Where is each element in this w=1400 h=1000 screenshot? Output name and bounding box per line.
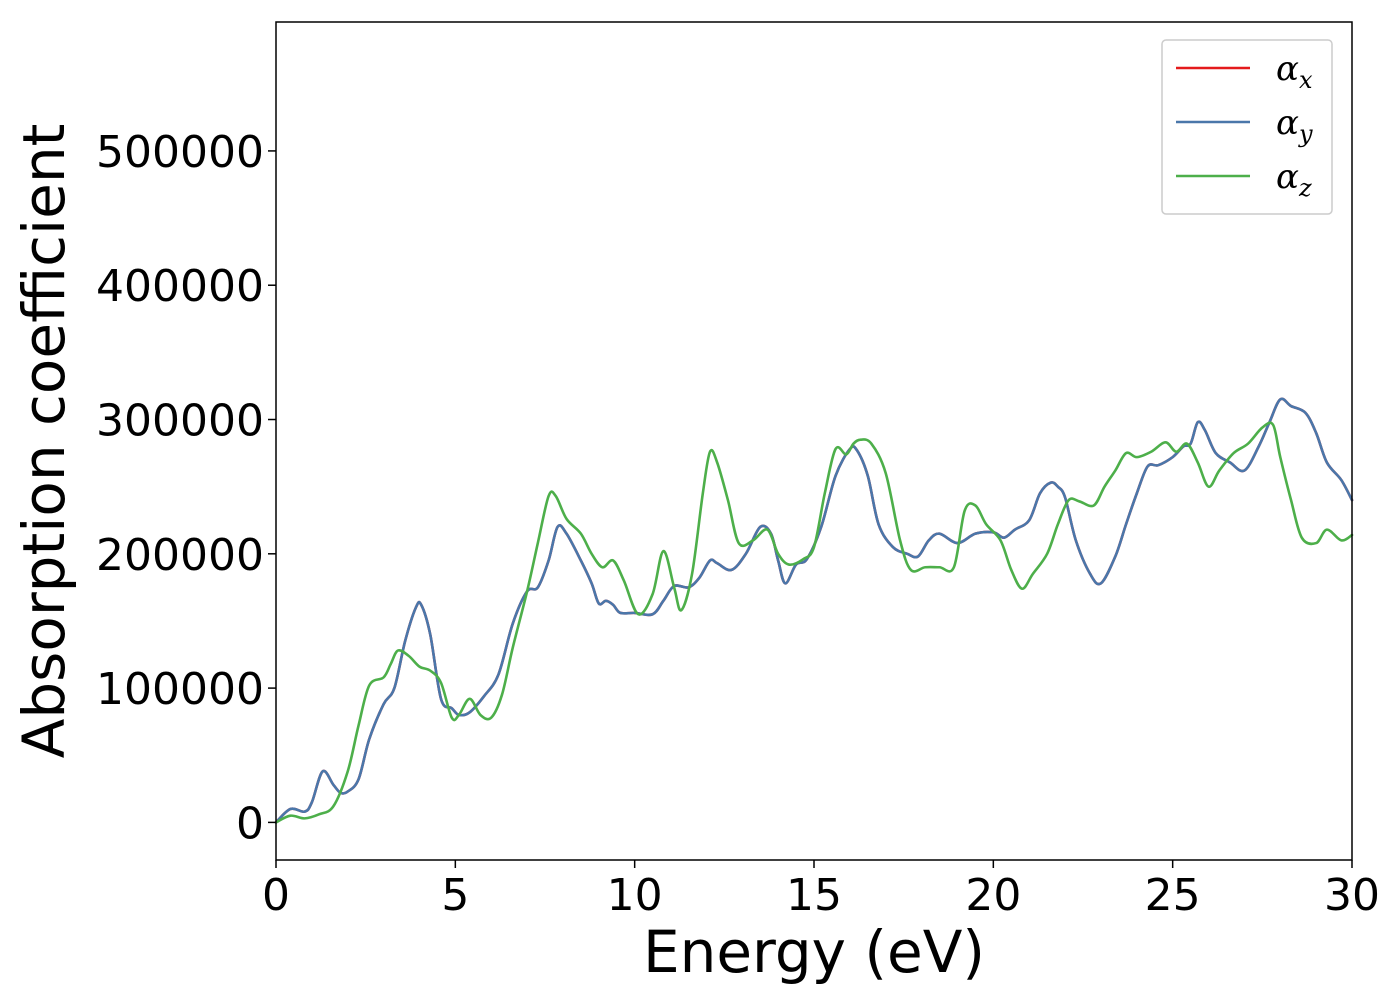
series-layer (274, 397, 1354, 824)
legend-label-x: αx (1276, 49, 1313, 94)
y-tick-label: 300000 (96, 396, 264, 447)
x-axis-label: Energy (eV) (643, 918, 985, 986)
x-tick-label: 20 (965, 870, 1021, 921)
x-tick-label: 25 (1145, 870, 1201, 921)
series-line-y (274, 397, 1354, 824)
y-axis: 0 100000 200000 300000 400000 500000 (96, 127, 276, 849)
legend-box (1161, 39, 1333, 215)
legend-label-y: αy (1276, 103, 1313, 148)
x-axis: 0 5 10 15 20 25 30 (262, 860, 1380, 921)
x-tick-label: 30 (1324, 870, 1380, 921)
x-tick-label: 0 (262, 870, 290, 921)
y-tick-label: 500000 (96, 127, 264, 178)
x-tick-label: 15 (786, 870, 842, 921)
y-tick-label: 200000 (96, 530, 264, 581)
y-tick-label: 400000 (96, 261, 264, 312)
y-tick-label: 0 (236, 798, 264, 849)
legend-label-z: αz (1276, 157, 1312, 202)
x-tick-label: 5 (441, 870, 469, 921)
legend: αx αy αz (1161, 39, 1333, 215)
series-line-z (274, 421, 1354, 824)
y-tick-label: 100000 (96, 664, 264, 715)
x-tick-label: 10 (607, 870, 663, 921)
y-axis-label: Absorption coefficient (10, 124, 78, 759)
